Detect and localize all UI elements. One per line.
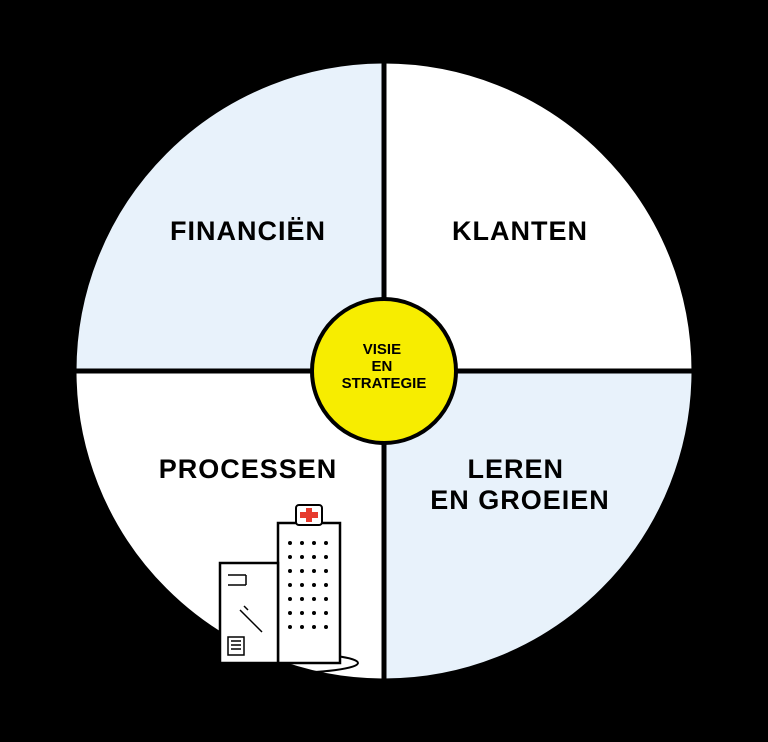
diagram-stage: FINANCIËN KLANTEN PROCESSEN LEREN EN GRO… xyxy=(0,0,768,742)
balanced-scorecard-diagram: FINANCIËN KLANTEN PROCESSEN LEREN EN GRO… xyxy=(0,0,768,742)
label-processen: PROCESSEN xyxy=(159,454,338,484)
label-financien: FINANCIËN xyxy=(170,216,326,246)
label-klanten: KLANTEN xyxy=(452,216,588,246)
